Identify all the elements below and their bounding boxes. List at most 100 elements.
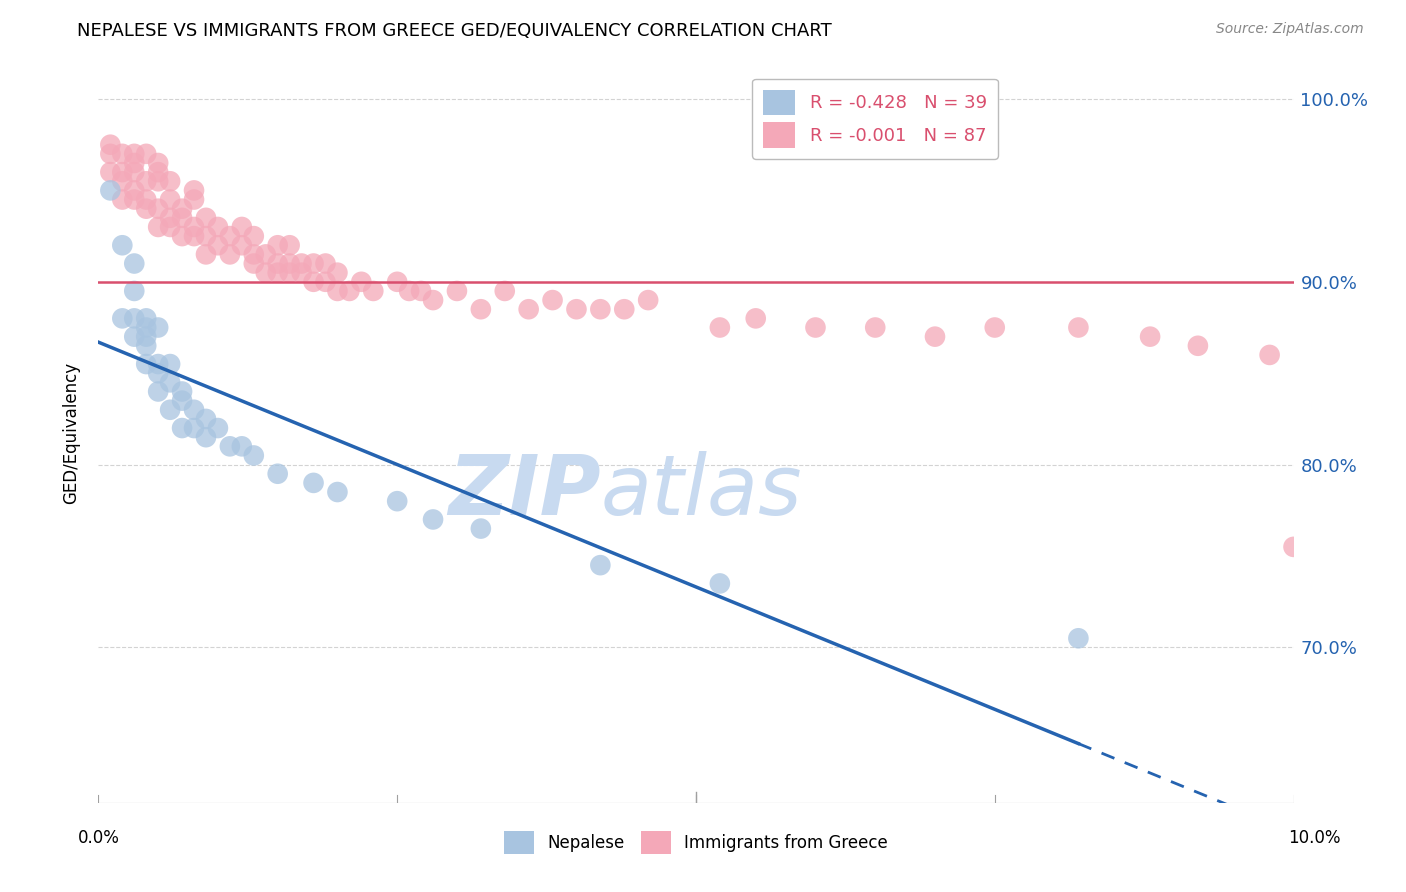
Text: Source: ZipAtlas.com: Source: ZipAtlas.com bbox=[1216, 22, 1364, 37]
Point bbox=[195, 430, 218, 444]
Point bbox=[865, 320, 887, 334]
Y-axis label: GED/Equivalency: GED/Equivalency bbox=[62, 361, 80, 504]
Text: 10.0%: 10.0% bbox=[1288, 829, 1341, 847]
Point bbox=[124, 193, 146, 207]
Point bbox=[172, 393, 194, 408]
Text: NEPALESE VS IMMIGRANTS FROM GREECE GED/EQUIVALENCY CORRELATION CHART: NEPALESE VS IMMIGRANTS FROM GREECE GED/E… bbox=[77, 22, 832, 40]
Point bbox=[183, 229, 205, 244]
Point bbox=[326, 485, 349, 500]
Point bbox=[124, 284, 146, 298]
Point bbox=[124, 256, 146, 270]
Point bbox=[148, 165, 170, 179]
Text: 0.0%: 0.0% bbox=[77, 829, 120, 847]
Point bbox=[589, 302, 612, 317]
Point bbox=[1258, 348, 1281, 362]
Legend: Nepalese, Immigrants from Greece: Nepalese, Immigrants from Greece bbox=[498, 824, 894, 861]
Point bbox=[159, 174, 181, 188]
Point bbox=[159, 211, 181, 225]
Point bbox=[326, 284, 349, 298]
Point bbox=[159, 402, 181, 417]
Point bbox=[254, 247, 277, 261]
Point bbox=[183, 219, 205, 234]
Point bbox=[98, 183, 122, 197]
Point bbox=[326, 266, 349, 280]
Point bbox=[159, 219, 181, 234]
Point bbox=[613, 302, 636, 317]
Point bbox=[172, 384, 194, 399]
Point bbox=[385, 275, 409, 289]
Point bbox=[207, 238, 229, 252]
Point bbox=[398, 284, 420, 298]
Point bbox=[254, 266, 277, 280]
Point bbox=[231, 439, 253, 453]
Point bbox=[422, 512, 444, 526]
Point bbox=[98, 146, 122, 161]
Point bbox=[291, 256, 314, 270]
Point bbox=[124, 329, 146, 343]
Point bbox=[422, 293, 444, 307]
Point bbox=[385, 494, 409, 508]
Point bbox=[135, 329, 157, 343]
Point bbox=[1067, 320, 1090, 334]
Point bbox=[494, 284, 516, 298]
Point bbox=[172, 202, 194, 216]
Point bbox=[291, 266, 314, 280]
Point bbox=[159, 357, 181, 371]
Point bbox=[267, 266, 290, 280]
Point bbox=[195, 412, 218, 426]
Point bbox=[172, 229, 194, 244]
Point bbox=[267, 256, 290, 270]
Point bbox=[745, 311, 768, 326]
Point bbox=[470, 522, 492, 536]
Point bbox=[278, 238, 301, 252]
Point bbox=[159, 193, 181, 207]
Point bbox=[183, 402, 205, 417]
Point bbox=[315, 275, 337, 289]
Point bbox=[1067, 632, 1090, 646]
Point bbox=[148, 202, 170, 216]
Point bbox=[302, 475, 325, 490]
Point bbox=[243, 229, 266, 244]
Point bbox=[302, 275, 325, 289]
Point bbox=[124, 165, 146, 179]
Point bbox=[148, 384, 170, 399]
Point bbox=[98, 165, 122, 179]
Point bbox=[267, 238, 290, 252]
Point bbox=[219, 229, 242, 244]
Point bbox=[183, 183, 205, 197]
Point bbox=[124, 146, 146, 161]
Point bbox=[709, 320, 731, 334]
Text: atlas: atlas bbox=[600, 451, 801, 533]
Point bbox=[1139, 329, 1161, 343]
Point bbox=[517, 302, 540, 317]
Point bbox=[231, 219, 253, 234]
Point bbox=[148, 219, 170, 234]
Point bbox=[195, 229, 218, 244]
Point bbox=[243, 449, 266, 463]
Point bbox=[111, 146, 134, 161]
Point bbox=[111, 165, 134, 179]
Point bbox=[124, 311, 146, 326]
Point bbox=[124, 183, 146, 197]
Point bbox=[135, 320, 157, 334]
Point bbox=[637, 293, 659, 307]
Point bbox=[984, 320, 1007, 334]
Point bbox=[278, 256, 301, 270]
Point bbox=[363, 284, 385, 298]
Point bbox=[302, 256, 325, 270]
Point bbox=[111, 193, 134, 207]
Point bbox=[135, 146, 157, 161]
Point bbox=[278, 266, 301, 280]
Point bbox=[111, 311, 134, 326]
Text: ZIP: ZIP bbox=[447, 451, 600, 533]
Point bbox=[148, 156, 170, 170]
Point bbox=[446, 284, 468, 298]
Point bbox=[231, 238, 253, 252]
Point bbox=[219, 247, 242, 261]
Point bbox=[541, 293, 564, 307]
Point bbox=[148, 320, 170, 334]
Point bbox=[124, 156, 146, 170]
Point bbox=[135, 311, 157, 326]
Point bbox=[148, 366, 170, 380]
Point bbox=[135, 174, 157, 188]
